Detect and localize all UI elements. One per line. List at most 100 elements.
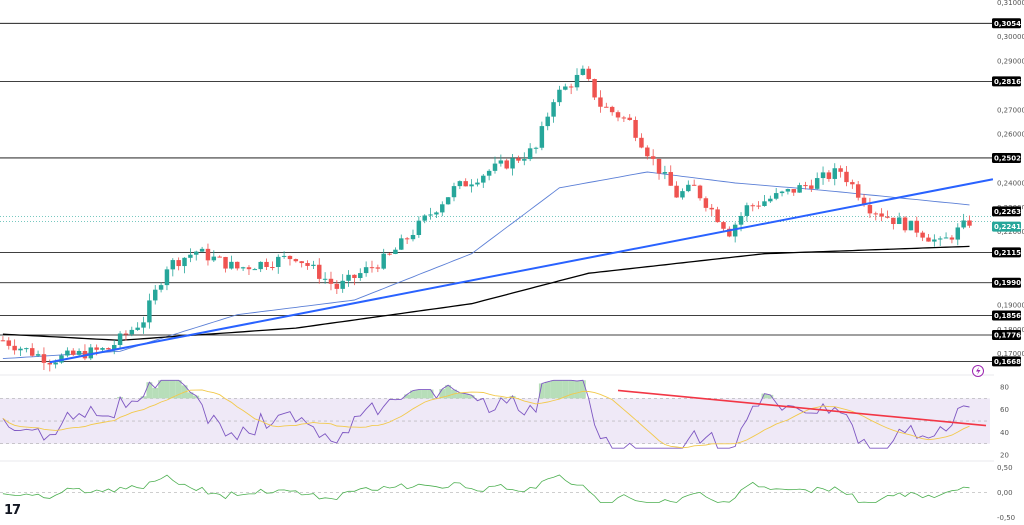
level-label-box [992, 247, 1021, 258]
candle-body [170, 260, 176, 270]
rsi-overbought-fill [158, 380, 165, 399]
candle-body [445, 197, 451, 205]
price-axis-tick: 0,17000 [997, 350, 1024, 358]
rsi-axis-tick: 80 [1000, 384, 1009, 392]
price-axis-tick: 0,26000 [997, 131, 1024, 139]
level-label-box [992, 310, 1021, 321]
candle-body [29, 348, 35, 356]
candle-body [305, 263, 310, 266]
momentum-axis-tick: 0,00 [997, 489, 1013, 497]
momentum-axis-tick: 0,50 [997, 464, 1013, 472]
rsi-line [2, 379, 970, 449]
candle-body [633, 120, 638, 138]
candle-body [299, 261, 304, 264]
candle-body [762, 201, 767, 206]
candle-body [891, 217, 896, 225]
rsi-axis-tick: 20 [1000, 452, 1009, 460]
candle-body [668, 172, 673, 186]
level-label: 0,17766 [994, 332, 1024, 340]
candle-body [609, 106, 615, 113]
candle-body [287, 255, 293, 260]
lightning-icon[interactable] [972, 365, 984, 377]
candle-body [117, 333, 123, 346]
candle-body [645, 147, 650, 157]
candle-body [949, 237, 955, 240]
ma-short-line [2, 171, 970, 360]
candle-body [340, 280, 345, 289]
candle-body [773, 193, 779, 199]
candle-body [656, 158, 662, 174]
candle-body [621, 117, 627, 119]
candle-body [826, 172, 832, 179]
rsi-ma-line [2, 389, 970, 449]
ma-long-line [2, 245, 970, 341]
candle-body [732, 224, 738, 237]
candle-body [141, 322, 146, 328]
candle-body [422, 215, 427, 221]
candle-body [691, 184, 697, 186]
candle-body [680, 191, 685, 198]
candle-body [0, 340, 6, 342]
price-axis-tick: 0,24000 [997, 179, 1024, 187]
candle-body [463, 181, 468, 187]
price-axis-tick: 0,27000 [997, 106, 1024, 114]
candle-body [123, 333, 129, 335]
candle-body [264, 261, 269, 267]
tradingview-logo: 17 [4, 503, 21, 518]
candle-body [35, 354, 41, 356]
candle-body [855, 184, 861, 198]
candle-body [358, 273, 363, 279]
level-label: 0,18566 [994, 312, 1024, 320]
level-label: 0,28164 [994, 78, 1024, 86]
candle-body [88, 347, 94, 359]
candle-body [188, 254, 193, 258]
candle-body [639, 137, 644, 148]
rsi-overbought-fill [468, 395, 475, 399]
rsi-overbought-fill [456, 392, 463, 399]
candle-body [955, 227, 961, 240]
rsi-overbought-fill [767, 394, 774, 399]
level-label-box [992, 18, 1021, 29]
candle-body [703, 198, 709, 208]
rsi-overbought-fill [445, 385, 452, 399]
rsi-overbought-fill [404, 394, 411, 399]
candle-body [76, 350, 82, 355]
level-label-box [992, 76, 1021, 87]
candle-body [937, 238, 943, 240]
candle-body [328, 278, 334, 284]
candle-body [276, 256, 281, 268]
rsi-overbought-fill [152, 387, 159, 399]
candle-body [709, 207, 714, 210]
candle-body [744, 205, 750, 216]
candle-body [879, 213, 884, 217]
candle-body [375, 267, 381, 269]
candle-body [369, 267, 375, 269]
candle-body [404, 238, 410, 240]
candle-body [451, 186, 457, 198]
candle-body [381, 253, 386, 269]
rsi-overbought-fill [140, 396, 147, 399]
candle-body [387, 253, 392, 255]
rsi-overbought-fill [568, 380, 575, 399]
level-label-box [992, 356, 1021, 367]
candle-body [457, 181, 463, 187]
level-label: 0,30545 [994, 20, 1024, 28]
candle-body [235, 261, 240, 269]
candle-body [334, 283, 340, 289]
rsi-descending-trendline [617, 389, 987, 427]
candle-body [832, 168, 837, 179]
candle-body [574, 74, 580, 88]
candle-body [65, 350, 70, 356]
trendline [49, 178, 994, 364]
price-axis-tick: 0,31000 [997, 0, 1024, 7]
moving-averages [2, 171, 970, 360]
candle-body [967, 220, 972, 226]
candle-body [522, 159, 527, 161]
price-markers: 0,30545 0,28164 0,25025 0,21154 0,19909 0,185… [992, 18, 1024, 367]
candle-body [850, 182, 855, 185]
candle-body [53, 362, 58, 365]
candle-body [416, 220, 422, 235]
candle-body [229, 261, 234, 269]
level-label-box [992, 330, 1021, 341]
